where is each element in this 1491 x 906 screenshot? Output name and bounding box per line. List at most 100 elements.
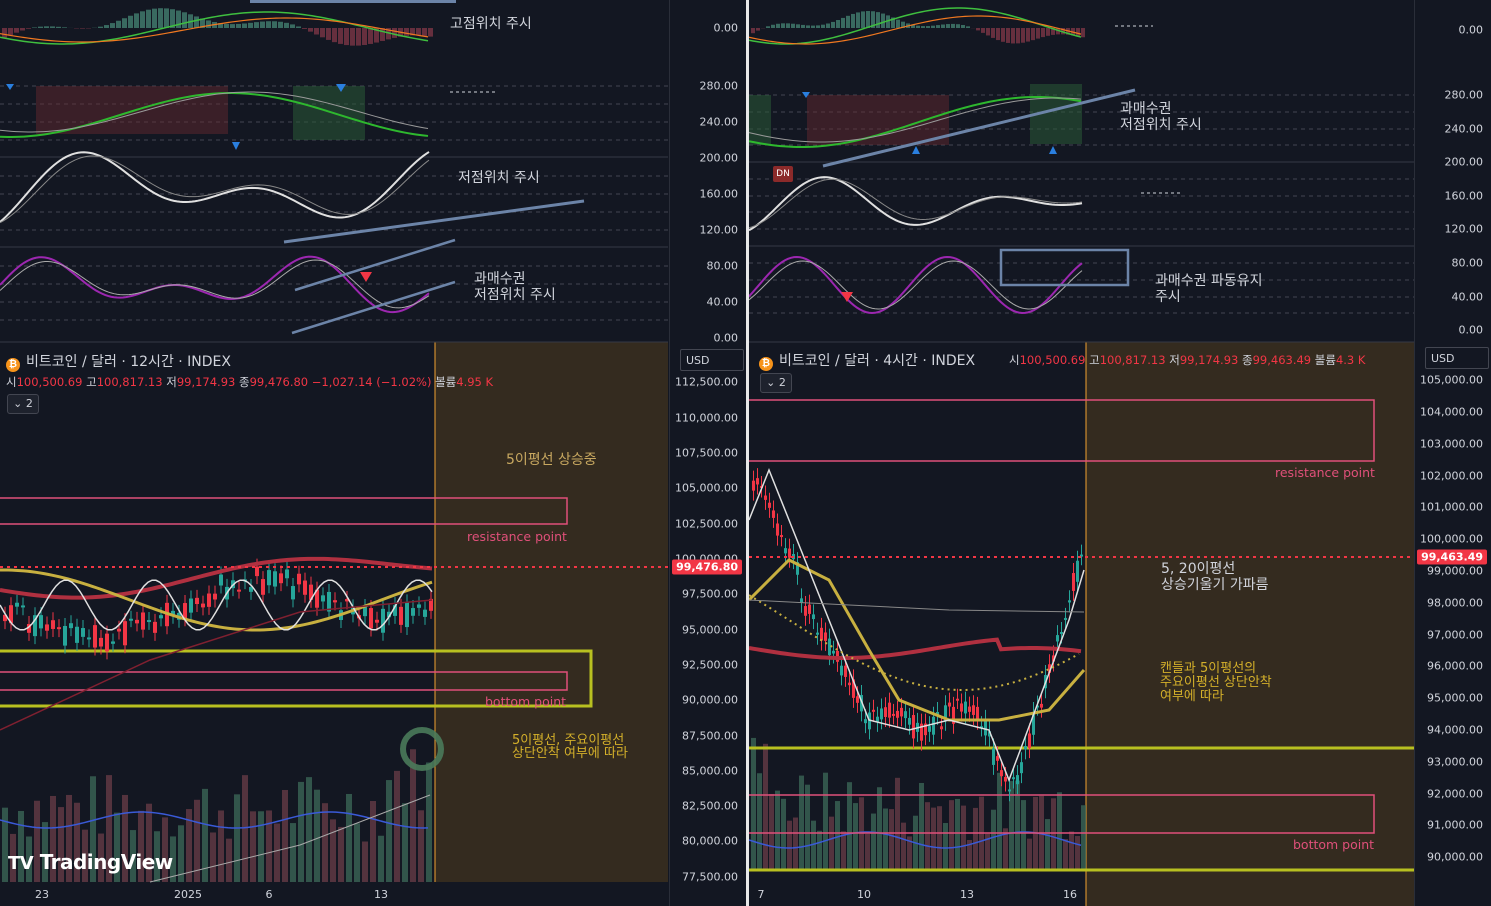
volume-bar <box>877 787 882 870</box>
channel-line <box>291 280 456 335</box>
price-tick: 92,000.00 <box>1427 787 1483 801</box>
candle-body <box>868 712 871 730</box>
macd-bar <box>416 28 421 36</box>
candle-body <box>972 705 975 715</box>
macd-bar <box>362 28 367 45</box>
right-chart-panel[interactable]: 0.00 280.00 240.00 200.00 160.00 120.00 … <box>749 0 1491 906</box>
volume-bar <box>925 802 930 870</box>
volume-bar <box>202 788 208 882</box>
volume-bar <box>306 777 312 882</box>
volume-bar <box>1027 838 1032 870</box>
candle-body <box>15 602 19 607</box>
bottom-label: bottom point <box>1293 837 1375 852</box>
left-price-scale[interactable]: 0.00 280.00 240.00 200.00 160.00 120.00 … <box>669 0 746 906</box>
candle-body <box>992 748 995 765</box>
ma-60 <box>749 594 1080 691</box>
volume-bar <box>1051 798 1056 870</box>
ohlc-legend: 시100,500.69 고100,817.13 저99,174.93 종99,4… <box>1009 353 1366 367</box>
indicator-collapse-button[interactable]: ⌄ 2 <box>7 394 39 414</box>
candle-body <box>27 624 31 633</box>
volume-bar <box>1075 836 1080 870</box>
future-zone-shade <box>435 342 668 882</box>
osc-tick: 0.00 <box>713 331 739 345</box>
left-oscillator-group <box>0 0 668 335</box>
macd-bar <box>50 26 55 28</box>
volume-bar <box>931 807 936 870</box>
price-tick: 107,500.00 <box>675 446 738 460</box>
volume-bar <box>234 794 240 882</box>
candle-body <box>309 584 313 600</box>
time-tick: 7 <box>757 888 765 901</box>
macd-bar <box>931 25 935 28</box>
currency-select[interactable]: USD <box>1425 347 1489 369</box>
macd-bar <box>128 15 133 28</box>
candle-body <box>856 696 859 703</box>
right-price-scale[interactable]: 0.00 280.00 240.00 200.00 160.00 120.00 … <box>1414 0 1491 906</box>
candle-body <box>273 571 277 587</box>
macd-bar <box>380 28 385 41</box>
macd-bar <box>751 28 755 34</box>
candle-body <box>1080 554 1083 557</box>
symbol-header[interactable]: ₿ 비트코인 / 달러 · 12시간 · INDEX <box>6 351 231 372</box>
candle-body <box>772 510 775 518</box>
macd-bar <box>926 26 930 28</box>
macd-bar <box>296 26 301 28</box>
currency-select[interactable]: USD <box>680 349 744 371</box>
volume-trend <box>149 794 431 883</box>
right-chart-canvas[interactable] <box>749 0 1491 906</box>
candle-body <box>912 715 915 739</box>
macd-bar <box>176 10 181 28</box>
macd-bar <box>891 17 895 28</box>
price-tick: 102,000.00 <box>1420 469 1483 483</box>
candle-body <box>195 597 199 605</box>
price-tick: 90,000.00 <box>1427 850 1483 864</box>
candle-body <box>255 566 259 577</box>
macd-bar <box>338 28 343 44</box>
candle-body <box>327 591 331 612</box>
indicator-collapse-button[interactable]: ⌄ 2 <box>760 373 792 393</box>
macd-bar <box>921 26 925 28</box>
macd-bar <box>344 28 349 46</box>
ma-120 <box>749 637 1082 660</box>
candle-body <box>764 495 767 500</box>
candle-body <box>840 665 843 676</box>
volume-bar <box>1045 819 1050 870</box>
annotation-candle-1: 캔들과 5이평선의 <box>1160 661 1257 676</box>
volume-bar <box>330 819 336 882</box>
price-tick: 97,500.00 <box>682 587 738 601</box>
macd-bar <box>981 28 985 33</box>
volume-bar <box>799 775 804 870</box>
osc-tick: 280.00 <box>699 79 739 93</box>
candle-body <box>1056 635 1059 642</box>
price-tick: 101,000.00 <box>1420 500 1483 514</box>
tradingview-logo[interactable]: 𝗧𝗩 TradingView <box>8 850 173 874</box>
candle-body <box>369 608 373 629</box>
price-tick: 110,000.00 <box>675 411 738 425</box>
time-tick: 13 <box>960 888 974 901</box>
dn-marker: DN <box>773 166 793 182</box>
volume-bar <box>66 794 72 882</box>
candle-body <box>952 706 955 724</box>
macd-bar <box>766 26 770 28</box>
volume-bar <box>865 833 870 870</box>
volume-bar <box>997 772 1002 870</box>
candle-body <box>988 731 991 737</box>
left-chart-panel[interactable]: 0.00 280.00 240.00 200.00 160.00 120.00 … <box>0 0 746 906</box>
osc-tick: 200.00 <box>1444 155 1484 169</box>
volume-bar <box>853 803 858 870</box>
candle-body <box>920 723 923 741</box>
candle-body <box>105 633 109 652</box>
price-tick: 82,500.00 <box>682 799 738 813</box>
price-tick: 90,000.00 <box>682 693 738 707</box>
volume-bar <box>901 822 906 870</box>
left-chart-canvas[interactable] <box>0 0 746 906</box>
macd-line <box>749 7 1082 45</box>
candle-body <box>57 627 61 630</box>
candle-body <box>928 726 931 732</box>
symbol-header[interactable]: ₿ 비트코인 / 달러 · 4시간 · INDEX <box>759 350 975 371</box>
down-marker <box>841 292 853 302</box>
volume-bar <box>402 803 408 882</box>
rsi-signal <box>749 178 1083 229</box>
candle-body <box>872 709 875 712</box>
candle-body <box>892 713 895 716</box>
